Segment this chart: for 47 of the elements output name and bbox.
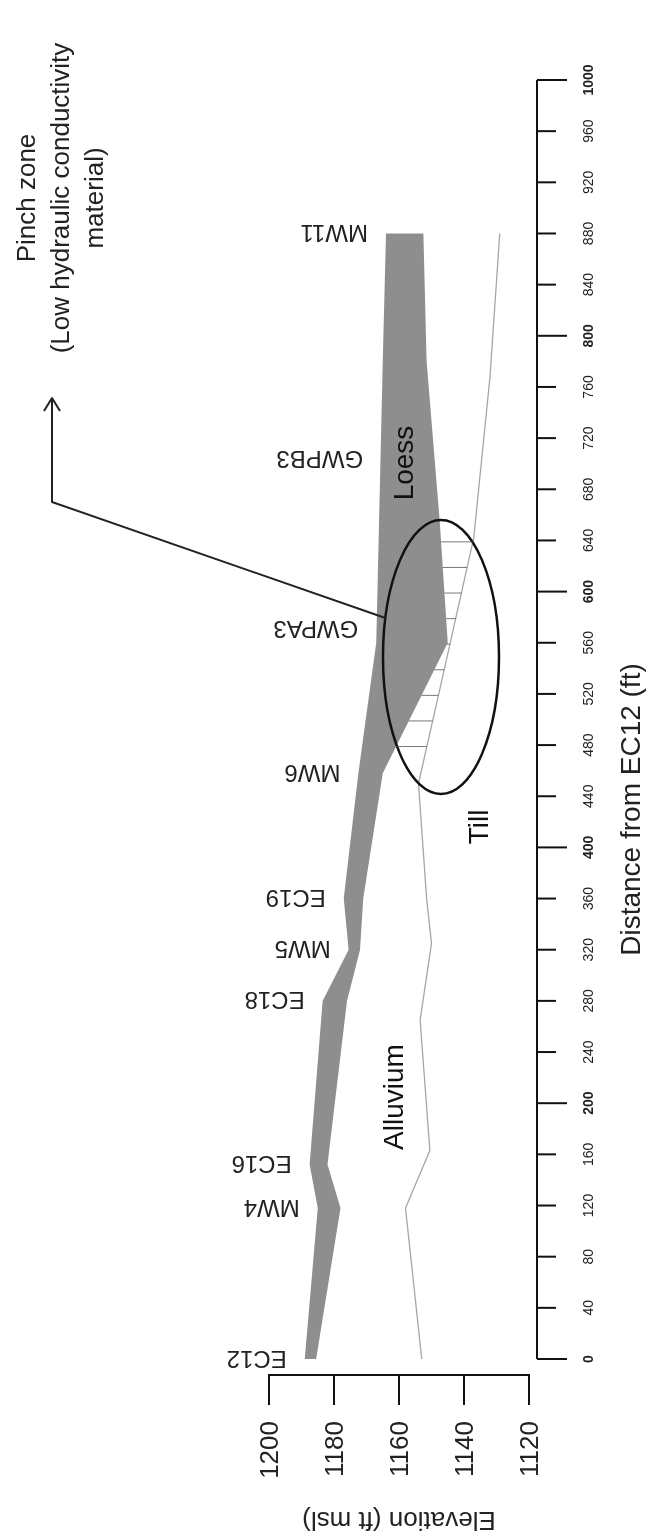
x-tick-label: 1160	[384, 1421, 414, 1477]
y-tick-label: 760	[580, 375, 596, 399]
text: Pinch zone (Low hydraulic conductivity material)	[11, 42, 109, 354]
y-tick-label: 680	[580, 477, 596, 501]
y-tick-label: 120	[580, 1193, 596, 1218]
y-tick-label: 1000	[580, 64, 596, 96]
annotation: GWPA3	[273, 616, 359, 644]
annotation: GWPB3	[276, 446, 364, 474]
y-tick-label: 400	[580, 835, 596, 860]
y-tick-label: 480	[580, 733, 596, 757]
y-tick-label: 560	[580, 630, 596, 655]
y-tick-label: 960	[580, 119, 596, 143]
y-tick-label: 840	[580, 272, 596, 297]
x-tick-label: 1140	[449, 1421, 479, 1477]
y-tick-label: 520	[580, 682, 596, 706]
annotation: EC16	[231, 1151, 292, 1179]
annotation: Alluvium	[377, 1044, 409, 1150]
y-tick-label: 920	[580, 170, 596, 194]
annotation: MW11	[300, 219, 368, 247]
y-tick-label: 880	[580, 221, 596, 246]
y-tick-label: 80	[580, 1248, 596, 1265]
y-tick-label: 360	[580, 886, 596, 911]
annotation: Loess	[387, 425, 419, 501]
y-tick-label: 720	[580, 426, 596, 450]
annotation: MW5	[274, 936, 331, 964]
y-tick-label: 440	[580, 784, 596, 808]
y-tick-label: 160	[580, 1142, 596, 1167]
y-axis-title: Distance from EC12 (ft)	[614, 663, 646, 956]
y-tick-label: 280	[580, 988, 596, 1013]
x-tick-label: 1180	[319, 1421, 349, 1477]
x-tick-label: 1200	[254, 1421, 284, 1479]
annotation: EC19	[265, 885, 326, 913]
y-tick-label: 240	[580, 1040, 596, 1064]
y-tick-label: 40	[580, 1299, 596, 1316]
annotation: EC18	[244, 987, 305, 1015]
annotation: EC12	[226, 1345, 287, 1373]
y-tick-label: 0	[580, 1354, 596, 1363]
y-tick-label: 800	[580, 323, 596, 348]
y-tick-label: 600	[580, 579, 596, 604]
annotation: MW4	[243, 1194, 300, 1222]
y-tick-label: 640	[580, 528, 596, 553]
x-tick-label: 1120	[514, 1421, 544, 1477]
y-tick-label: 200	[580, 1091, 596, 1115]
annotation: MW6	[284, 759, 341, 787]
x-axis-title: Elevation (ft msl)	[302, 1506, 496, 1536]
y-tick-label: 320	[580, 937, 596, 962]
annotation: Till	[462, 809, 494, 845]
